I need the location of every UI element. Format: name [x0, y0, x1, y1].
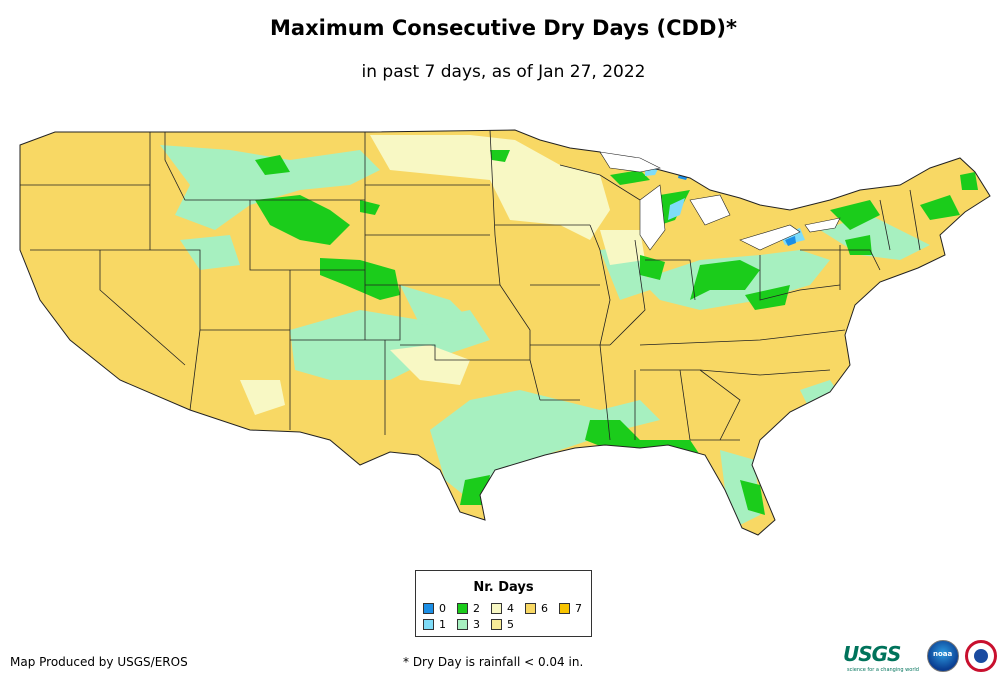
- legend-label-2: 2: [473, 602, 480, 615]
- map-title: Maximum Consecutive Dry Days (CDD)*: [270, 16, 737, 40]
- legend-item-2: 2: [457, 602, 480, 615]
- legend-swatch-2: [457, 603, 468, 614]
- dry-day-note: * Dry Day is rainfall < 0.04 in.: [403, 655, 584, 669]
- legend-swatch-5: [491, 619, 502, 630]
- usgs-logo: USGS: [843, 642, 901, 666]
- legend-label-4: 4: [507, 602, 514, 615]
- legend-item-7: 7: [559, 602, 582, 615]
- state-boundaries: [20, 130, 921, 441]
- logo-strip: USGS science for a changing world noaa: [843, 640, 1003, 676]
- legend: Nr. Days 0 1 2 3 4 5 6 7: [415, 570, 592, 637]
- legend-item-3: 3: [457, 618, 480, 631]
- legend-swatch-7: [559, 603, 570, 614]
- legend-label-1: 1: [439, 618, 446, 631]
- usgs-tagline: science for a changing world: [847, 667, 919, 673]
- legend-swatch-0: [423, 603, 434, 614]
- legend-swatch-4: [491, 603, 502, 614]
- us-outline: [19, 129, 991, 536]
- zone-4-days: [240, 135, 645, 415]
- legend-item-4: 4: [491, 602, 514, 615]
- great-lakes: [599, 151, 841, 251]
- legend-label-7: 7: [575, 602, 582, 615]
- legend-label-6: 6: [541, 602, 548, 615]
- credit-text: Map Produced by USGS/EROS: [10, 655, 188, 669]
- noaa-logo-icon: noaa: [927, 640, 959, 672]
- legend-swatch-3: [457, 619, 468, 630]
- legend-label-5: 5: [507, 618, 514, 631]
- legend-item-5: 5: [491, 618, 514, 631]
- legend-swatch-6: [525, 603, 536, 614]
- nws-logo-center: [974, 649, 988, 663]
- legend-item-1: 1: [423, 618, 446, 631]
- legend-item-6: 6: [525, 602, 548, 615]
- map-subtitle: in past 7 days, as of Jan 27, 2022: [361, 62, 646, 82]
- nws-logo-icon: [965, 640, 997, 672]
- legend-swatch-1: [423, 619, 434, 630]
- legend-label-3: 3: [473, 618, 480, 631]
- zone-3-days: [160, 145, 930, 525]
- legend-title: Nr. Days: [473, 580, 534, 595]
- legend-item-0: 0: [423, 602, 446, 615]
- noaa-logo-text: noaa: [933, 650, 953, 658]
- legend-label-0: 0: [439, 602, 446, 615]
